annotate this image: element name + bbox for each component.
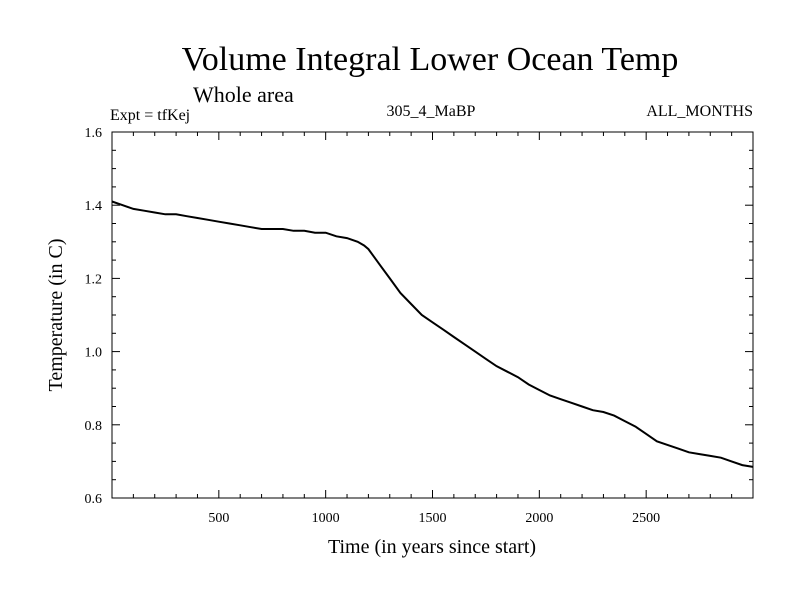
y-axis-label: Temperature (in C): [45, 239, 67, 392]
y-tick-label: 1.2: [85, 272, 103, 287]
series-line: [111, 200, 754, 468]
chart-title: Volume Integral Lower Ocean Temp: [182, 41, 679, 78]
y-tick-label: 0.6: [85, 492, 103, 507]
x-axis-label: Time (in years since start): [328, 536, 536, 558]
y-tick-label: 0.8: [85, 419, 103, 434]
experiment-label: Expt = tfKej: [110, 107, 190, 124]
x-tick-label: 1000: [312, 511, 340, 526]
x-tick-label: 2500: [632, 511, 660, 526]
y-tick-label: 1.6: [85, 126, 103, 141]
x-axis-tick-labels: 500 1000 1500 2000 2500: [208, 511, 660, 526]
chart-subtitle: Whole area: [193, 82, 294, 107]
y-tick-label: 1.0: [85, 346, 103, 361]
y-axis-tick-labels: 0.6 0.8 1.0 1.2 1.4 1.6: [85, 126, 103, 507]
x-tick-label: 2000: [525, 511, 553, 526]
period-label: 305_4_MaBP: [387, 103, 476, 120]
months-label: ALL_MONTHS: [646, 103, 753, 120]
y-axis-ticks: [112, 149, 753, 481]
x-tick-label: 1500: [419, 511, 447, 526]
x-axis-ticks: [132, 132, 733, 498]
y-tick-label: 1.4: [85, 199, 103, 214]
x-tick-label: 500: [208, 511, 229, 526]
